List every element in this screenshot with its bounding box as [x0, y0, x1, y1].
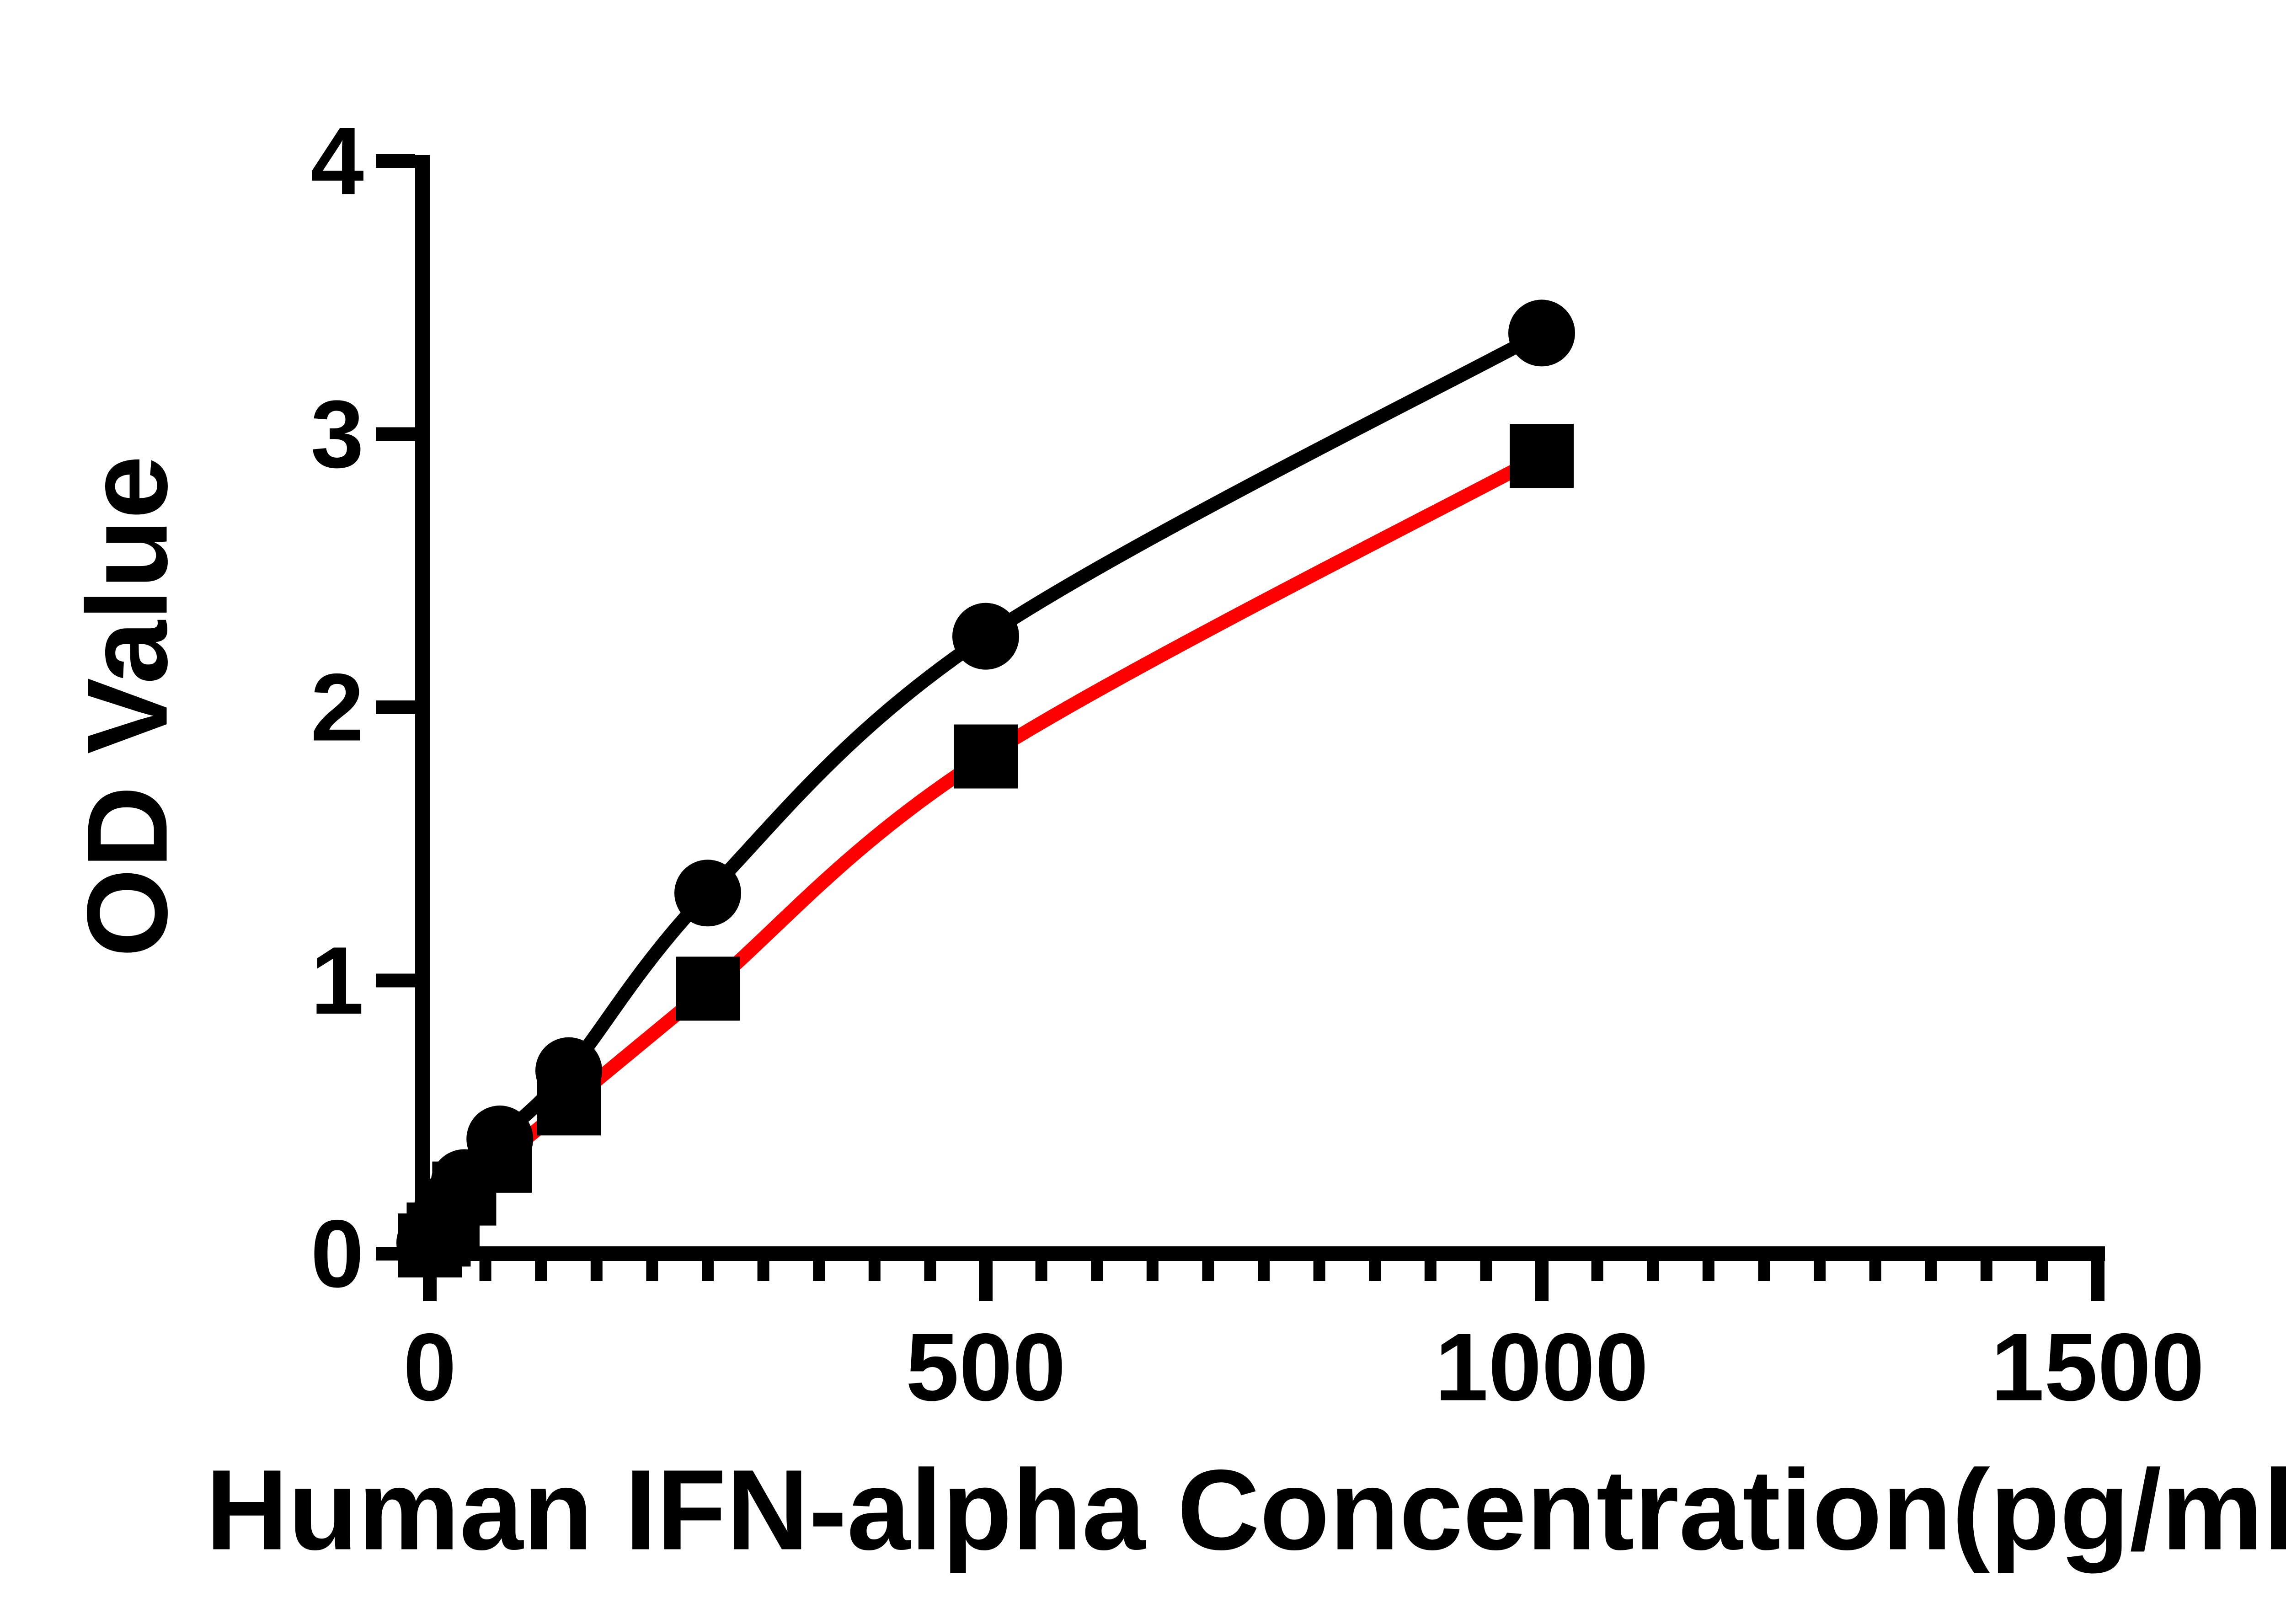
data-point-square-1-7 — [954, 724, 1018, 789]
data-point-circle-0-7 — [952, 603, 1019, 670]
data-point-circle-0-8 — [1508, 299, 1575, 367]
y-axis-title: OD Value — [64, 455, 191, 957]
data-point-circle-0-5 — [535, 1037, 602, 1104]
data-point-circle-0-6 — [674, 860, 741, 927]
y-tick-label-2: 2 — [310, 654, 364, 761]
x-tick-label-1500: 1500 — [1991, 1314, 2204, 1421]
x-tick-label-1000: 1000 — [1435, 1314, 1648, 1421]
y-tick-label-3: 3 — [310, 380, 364, 488]
x-axis-title: Human IFN-alpha Concentration(pg/ml) — [206, 1446, 2286, 1574]
x-tick-label-500: 500 — [906, 1314, 1066, 1421]
x-tick-label-0: 0 — [403, 1314, 457, 1421]
y-tick-label-0: 0 — [310, 1200, 364, 1308]
series-layer — [396, 299, 1575, 1278]
y-tick-label-1: 1 — [310, 927, 364, 1034]
data-point-circle-0-4 — [466, 1106, 534, 1173]
data-point-square-1-8 — [1510, 424, 1574, 488]
axes-layer: 0 1 2 3 4 0 500 1000 1500 — [310, 107, 2204, 1421]
data-point-square-1-6 — [676, 956, 740, 1021]
y-tick-label-4: 4 — [310, 107, 364, 215]
